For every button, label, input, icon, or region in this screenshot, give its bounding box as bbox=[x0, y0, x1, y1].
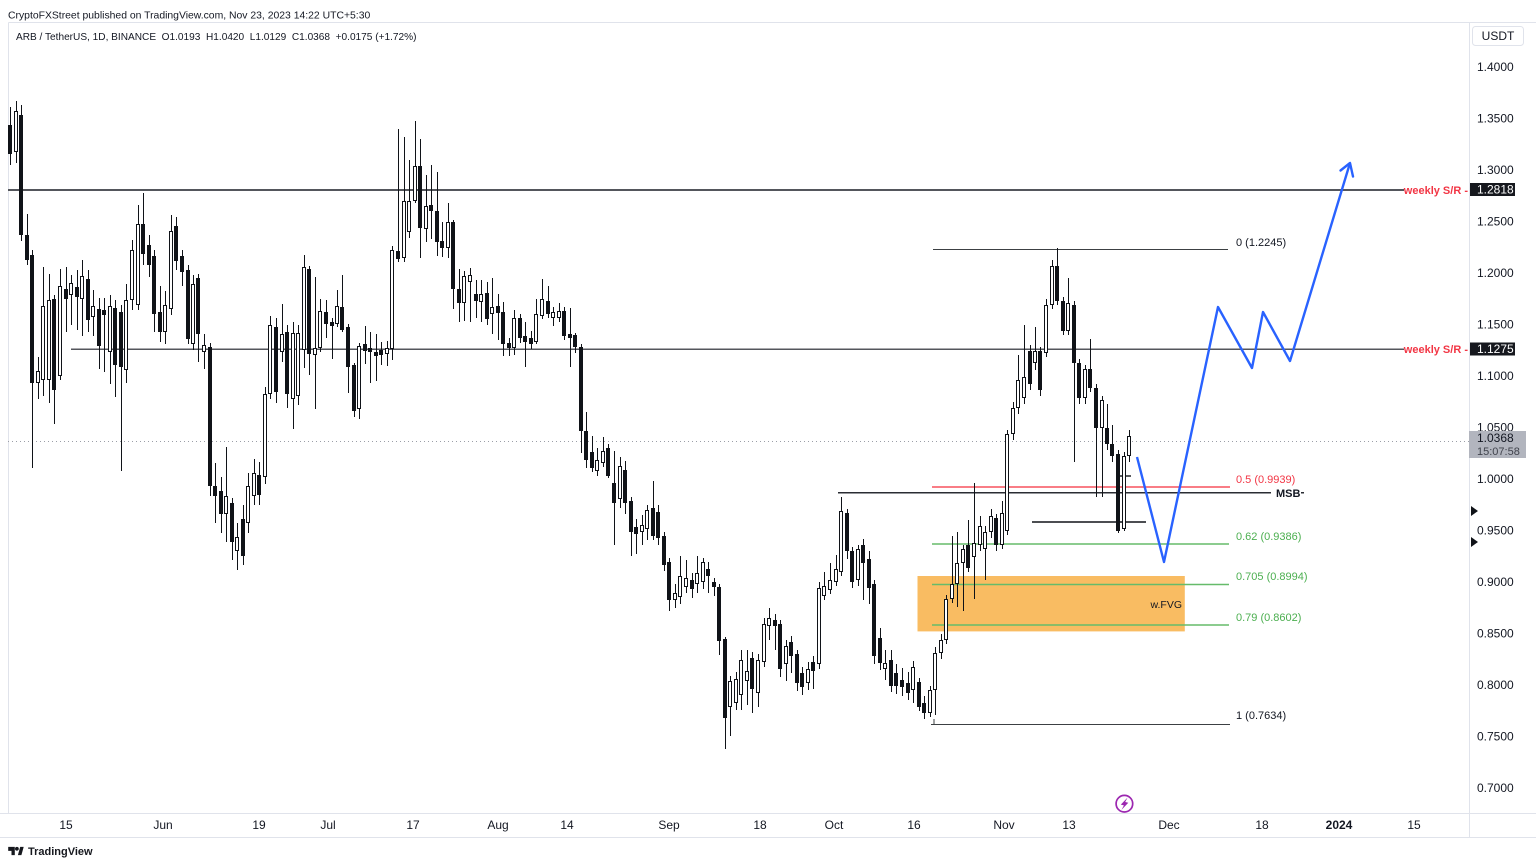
svg-text:14: 14 bbox=[560, 818, 574, 832]
svg-text:1.1500: 1.1500 bbox=[1477, 318, 1514, 332]
svg-text:0.8500: 0.8500 bbox=[1477, 627, 1514, 641]
svg-text:17: 17 bbox=[406, 818, 420, 832]
svg-text:1.2000: 1.2000 bbox=[1477, 266, 1514, 280]
svg-text:15: 15 bbox=[59, 818, 73, 832]
svg-text:ARB / TetherUS, 1D, BINANCE O: ARB / TetherUS, 1D, BINANCE O1.0193 H1.0… bbox=[16, 32, 416, 43]
svg-text:15: 15 bbox=[1407, 818, 1421, 832]
svg-text:0.9500: 0.9500 bbox=[1477, 524, 1514, 538]
svg-text:1.2818: 1.2818 bbox=[1477, 183, 1514, 197]
svg-text:Sep: Sep bbox=[658, 818, 680, 832]
svg-text:0.79 (0.8602): 0.79 (0.8602) bbox=[1236, 612, 1301, 624]
svg-text:Dec: Dec bbox=[1158, 818, 1179, 832]
svg-text:Oct: Oct bbox=[825, 818, 844, 832]
svg-text:0.7500: 0.7500 bbox=[1477, 730, 1514, 744]
svg-text:1.0368: 1.0368 bbox=[1477, 431, 1514, 445]
svg-text:1.3500: 1.3500 bbox=[1477, 112, 1514, 126]
svg-text:0.5 (0.9939): 0.5 (0.9939) bbox=[1236, 474, 1295, 486]
svg-text:2024: 2024 bbox=[1326, 818, 1353, 832]
svg-text:19: 19 bbox=[252, 818, 266, 832]
svg-text:1.1000: 1.1000 bbox=[1477, 369, 1514, 383]
svg-text:0.705 (0.8994): 0.705 (0.8994) bbox=[1236, 571, 1308, 583]
svg-text:0.8000: 0.8000 bbox=[1477, 678, 1514, 692]
svg-text:18: 18 bbox=[1255, 818, 1269, 832]
svg-text:0.7000: 0.7000 bbox=[1477, 781, 1514, 795]
svg-text:MSB: MSB bbox=[1276, 488, 1301, 500]
svg-text:weekly S/R -: weekly S/R - bbox=[1403, 185, 1469, 197]
svg-text:Jun: Jun bbox=[153, 818, 172, 832]
svg-text:16: 16 bbox=[907, 818, 921, 832]
svg-text:1.1275: 1.1275 bbox=[1477, 342, 1514, 356]
svg-text:1.0000: 1.0000 bbox=[1477, 472, 1514, 486]
svg-text:Aug: Aug bbox=[487, 818, 508, 832]
svg-text:0 (1.2245): 0 (1.2245) bbox=[1236, 237, 1286, 249]
svg-text:1 (0.7634): 1 (0.7634) bbox=[1236, 710, 1286, 722]
svg-text:13: 13 bbox=[1062, 818, 1076, 832]
svg-text:18: 18 bbox=[753, 818, 767, 832]
svg-text:Nov: Nov bbox=[993, 818, 1014, 832]
svg-text:weekly S/R -: weekly S/R - bbox=[1403, 344, 1469, 356]
svg-text:1.4000: 1.4000 bbox=[1477, 60, 1514, 74]
svg-text:CryptoFXStreet published on Tr: CryptoFXStreet published on TradingView.… bbox=[8, 11, 370, 22]
svg-text:USDT: USDT bbox=[1482, 29, 1515, 43]
svg-text:1.3000: 1.3000 bbox=[1477, 163, 1514, 177]
svg-text:0.62 (0.9386): 0.62 (0.9386) bbox=[1236, 531, 1301, 543]
svg-text:TradingView: TradingView bbox=[28, 846, 93, 858]
svg-text:1.2500: 1.2500 bbox=[1477, 215, 1514, 229]
svg-text:Jul: Jul bbox=[320, 818, 335, 832]
svg-text:w.FVG: w.FVG bbox=[1149, 599, 1182, 611]
svg-text:0.9000: 0.9000 bbox=[1477, 575, 1514, 589]
svg-text:15:07:58: 15:07:58 bbox=[1477, 446, 1520, 458]
